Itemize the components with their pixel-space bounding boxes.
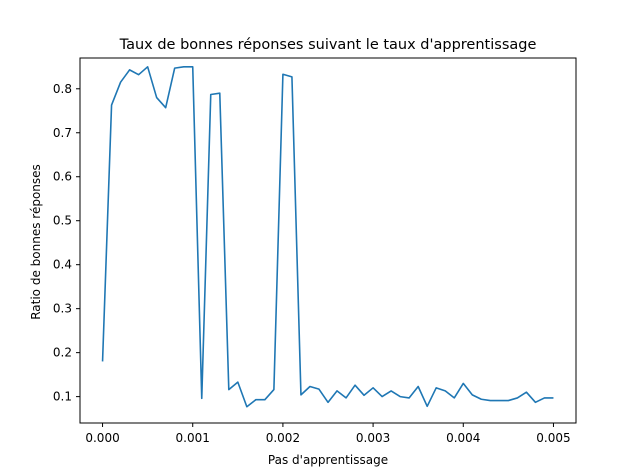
- y-tick-label: 0.3: [53, 302, 72, 316]
- y-tick-label: 0.2: [53, 346, 72, 360]
- x-tick-label: 0.004: [446, 431, 480, 445]
- y-tick-label: 0.8: [53, 82, 72, 96]
- chart-title: Taux de bonnes réponses suivant le taux …: [119, 37, 537, 53]
- y-tick-label: 0.5: [53, 214, 72, 228]
- y-tick-label: 0.6: [53, 170, 72, 184]
- x-tick-label: 0.001: [176, 431, 210, 445]
- y-tick-label: 0.1: [53, 390, 72, 404]
- y-axis-label: Ratio de bonnes réponses: [29, 164, 43, 320]
- x-axis-ticks: 0.000 0.001 0.002 0.003 0.004 0.005: [85, 423, 571, 445]
- x-tick-label: 0.000: [85, 431, 119, 445]
- x-tick-label: 0.002: [266, 431, 300, 445]
- series-line: [101, 66, 554, 408]
- y-tick-label: 0.7: [53, 126, 72, 140]
- y-tick-label: 0.4: [53, 258, 72, 272]
- y-axis-ticks: 0.1 0.2 0.3 0.4 0.5 0.6 0.7 0.8: [53, 82, 80, 404]
- x-tick-label: 0.003: [356, 431, 390, 445]
- x-axis-label: Pas d'apprentissage: [268, 453, 388, 467]
- plot-area: [79, 57, 577, 424]
- x-tick-label: 0.005: [536, 431, 570, 445]
- plot-frame: [79, 57, 577, 424]
